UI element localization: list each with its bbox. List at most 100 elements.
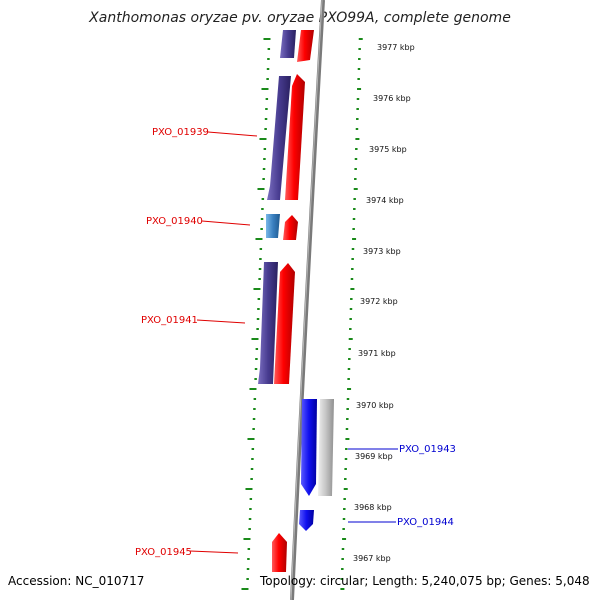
tick-mark [346, 418, 349, 420]
tick-mark [257, 188, 265, 190]
tick-mark [344, 478, 347, 480]
cds-forward-top[interactable] [297, 30, 314, 62]
gene-label-pxo01943[interactable]: PXO_01943 [399, 444, 456, 455]
tick-mark [262, 178, 265, 180]
tick-mark [354, 178, 357, 180]
tick-mark [253, 408, 256, 410]
tick-mark [343, 488, 348, 490]
tick-mark [245, 488, 253, 490]
gene-label-pxo01945[interactable]: PXO_01945 [135, 547, 192, 558]
tick-mark [348, 358, 351, 360]
tick-mark [261, 88, 269, 90]
tick-mark [353, 208, 356, 210]
scale-label-3971: 3971 kbp [358, 349, 396, 358]
tick-mark [252, 418, 256, 420]
cds-forward-pxo01940[interactable] [283, 215, 298, 240]
tick-mark [349, 308, 353, 310]
tick-mark [356, 118, 359, 120]
tick-mark [356, 108, 359, 110]
tick-mark [351, 268, 354, 270]
tick-mark [257, 298, 261, 300]
tick-mark [348, 338, 353, 340]
tick-mark [267, 58, 270, 60]
leader-pxo01941 [196, 319, 246, 324]
tick-mark [349, 328, 352, 330]
tick-mark [247, 438, 255, 440]
tick-mark [250, 468, 254, 470]
tick-mark [254, 368, 258, 370]
tick-mark [263, 158, 266, 160]
cds-reverse-pxo01940[interactable] [266, 214, 280, 238]
tick-mark [264, 118, 268, 120]
tick-mark [247, 548, 251, 550]
tick-mark [265, 108, 268, 110]
tick-mark [358, 58, 361, 60]
tick-mark [246, 568, 250, 570]
genome-backbone [290, 0, 325, 600]
tick-mark [347, 388, 352, 390]
cds-reverse-pxo01939[interactable] [267, 76, 291, 200]
tick-mark [267, 48, 271, 50]
tick-mark [249, 498, 253, 500]
tick-mark [255, 348, 259, 350]
scale-label-3976: 3976 kbp [373, 94, 411, 103]
tick-mark [357, 78, 360, 80]
cds-reverse-pxo01941[interactable] [258, 262, 278, 384]
topology-text: Topology: circular; Length: 5,240,075 bp… [260, 574, 590, 588]
map-title: Xanthomonas oryzae pv. oryzae PXO99A, co… [89, 10, 511, 26]
tick-mark [251, 338, 259, 340]
tick-mark [343, 508, 346, 510]
tick-mark [345, 438, 350, 440]
cds-forward-pxo01941[interactable] [274, 263, 295, 384]
tick-mark [256, 318, 260, 320]
tick-mark [246, 578, 249, 580]
tick-mark [355, 128, 359, 130]
tick-mark [255, 358, 258, 360]
tick-mark [262, 168, 266, 170]
cds-pxo01944[interactable] [299, 510, 314, 531]
cds-forward-pxo01945[interactable] [272, 533, 287, 572]
cds-pxo01943-grey[interactable] [318, 399, 334, 496]
cds-forward-pxo01939[interactable] [285, 74, 305, 200]
tick-mark [350, 278, 354, 280]
tick-mark [346, 398, 350, 400]
tick-mark [258, 278, 261, 280]
tick-mark [251, 448, 255, 450]
tick-mark [259, 248, 263, 250]
gene-label-pxo01940[interactable]: PXO_01940 [146, 216, 203, 227]
tick-mark [253, 398, 257, 400]
tick-mark [249, 508, 252, 510]
tick-mark [355, 148, 358, 150]
leader-pxo01940 [201, 220, 251, 226]
scale-label-3977: 3977 kbp [377, 43, 415, 52]
tick-mark [253, 288, 261, 290]
tick-mark [342, 528, 345, 530]
outer-tick-track [340, 38, 363, 590]
tick-mark [345, 428, 349, 430]
tick-mark [258, 268, 262, 270]
tick-mark [352, 228, 355, 230]
tick-mark [351, 258, 354, 260]
tick-mark [353, 198, 356, 200]
tick-mark [350, 298, 353, 300]
scale-label-3974: 3974 kbp [366, 196, 404, 205]
gene-label-pxo01941[interactable]: PXO_01941 [141, 315, 198, 326]
gene-label-pxo01939[interactable]: PXO_01939 [152, 127, 209, 138]
tick-mark [259, 138, 267, 140]
tick-mark [264, 128, 267, 130]
tick-mark [351, 248, 355, 250]
cds-pxo01943[interactable] [301, 399, 317, 496]
genome-backbone-highlight [290, 0, 323, 600]
tick-mark [248, 518, 252, 520]
tick-mark [354, 158, 358, 160]
tick-mark [347, 368, 351, 370]
tick-mark [260, 228, 263, 230]
tick-mark [356, 98, 360, 100]
tick-mark [341, 558, 344, 560]
gene-label-pxo01944[interactable]: PXO_01944 [397, 517, 454, 528]
tick-mark [345, 448, 348, 450]
tick-mark [250, 478, 253, 480]
cds-reverse-top[interactable] [280, 30, 296, 58]
scale-label-3970: 3970 kbp [356, 401, 394, 410]
tick-mark [357, 88, 362, 90]
